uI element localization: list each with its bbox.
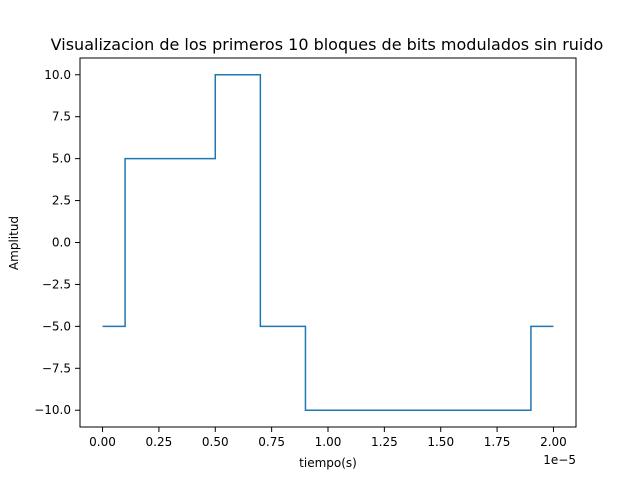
series-point: [530, 326, 532, 328]
series-line: [102, 74, 554, 411]
series-point: [260, 326, 262, 328]
y-tick-label: 0.0: [52, 236, 71, 250]
series-layer: [102, 74, 555, 411]
y-tick-label: −10.0: [34, 403, 71, 417]
x-tick-label: 0.25: [146, 435, 173, 449]
chart-title: Visualizacion de los primeros 10 bloques…: [51, 35, 604, 54]
y-tick-label: −5.0: [42, 319, 71, 333]
series-point: [305, 326, 307, 328]
x-tick-label: 1.50: [427, 435, 454, 449]
x-tick-label: 0.75: [258, 435, 285, 449]
x-tick-label: 0.50: [202, 435, 229, 449]
series-point: [214, 158, 216, 160]
x-tick-label: 1.75: [484, 435, 511, 449]
series-point: [124, 158, 126, 160]
y-tick-label: −7.5: [42, 361, 71, 375]
x-tick-label: 0.00: [89, 435, 116, 449]
x-tick-label: 1.00: [315, 435, 342, 449]
series-point: [102, 326, 104, 328]
series-point: [124, 326, 126, 328]
y-tick-label: 7.5: [52, 110, 71, 124]
y-tick-label: −2.5: [42, 277, 71, 291]
x-tick-label: 1.25: [371, 435, 398, 449]
x-axis-ticks: 0.00 0.25 0.50 0.75 1.00 1.25 1.50 1.75 2.00: [89, 427, 567, 449]
series-point: [530, 409, 532, 411]
series-point: [214, 74, 216, 76]
x-axis-offset-label: 1e−5: [543, 453, 576, 467]
y-axis-label: Amplitud: [7, 216, 21, 270]
x-axis-label: tiempo(s): [299, 456, 357, 470]
y-tick-label: 10.0: [44, 68, 71, 82]
y-tick-label: 2.5: [52, 194, 71, 208]
y-axis-ticks: −10.0 −7.5 −5.0 −2.5 0.0 2.5 5.0 7.5 10.0: [34, 68, 80, 417]
y-tick-label: 5.0: [52, 152, 71, 166]
series-point: [553, 326, 555, 328]
series-point: [260, 74, 262, 76]
series-point: [305, 409, 307, 411]
x-tick-label: 2.00: [540, 435, 567, 449]
